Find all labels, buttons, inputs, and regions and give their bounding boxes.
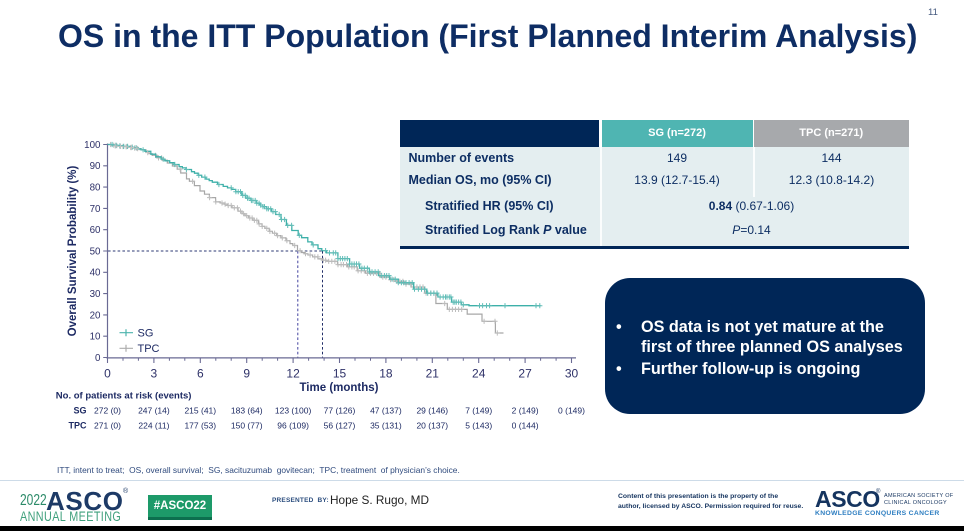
svg-text:5 (143): 5 (143) — [465, 421, 492, 431]
svg-text:10: 10 — [90, 332, 101, 343]
svg-text:21: 21 — [426, 367, 440, 381]
svg-text:40: 40 — [90, 268, 101, 279]
svg-text:No. of patients at risk (event: No. of patients at risk (events) — [56, 391, 192, 402]
svg-text:18: 18 — [379, 367, 393, 381]
svg-text:70: 70 — [90, 204, 101, 215]
svg-text:0 (149): 0 (149) — [558, 406, 585, 416]
svg-text:9: 9 — [243, 367, 250, 381]
svg-text:96 (109): 96 (109) — [277, 421, 309, 431]
svg-text:80: 80 — [90, 183, 101, 194]
svg-text:20 (137): 20 (137) — [416, 421, 448, 431]
svg-text:30: 30 — [565, 367, 579, 381]
svg-text:183 (64): 183 (64) — [231, 406, 263, 416]
svg-text:0 (144): 0 (144) — [512, 421, 539, 431]
svg-text:47 (137): 47 (137) — [370, 406, 402, 416]
svg-text:24: 24 — [472, 367, 486, 381]
svg-text:29 (146): 29 (146) — [416, 406, 448, 416]
svg-text:6: 6 — [197, 367, 204, 381]
svg-text:15: 15 — [333, 367, 347, 381]
svg-text:TPC: TPC — [138, 343, 160, 355]
svg-text:177 (53): 177 (53) — [184, 421, 216, 431]
svg-text:90: 90 — [90, 161, 101, 172]
svg-text:TPC: TPC — [69, 421, 88, 431]
svg-text:150 (77): 150 (77) — [231, 421, 263, 431]
svg-text:77 (126): 77 (126) — [324, 406, 356, 416]
svg-text:20: 20 — [90, 310, 101, 321]
svg-text:60: 60 — [90, 225, 101, 236]
svg-text:247 (14): 247 (14) — [138, 406, 170, 416]
svg-text:SG: SG — [73, 406, 86, 416]
svg-text:224 (11): 224 (11) — [138, 421, 169, 431]
svg-text:100: 100 — [84, 140, 101, 151]
svg-text:0: 0 — [95, 353, 101, 364]
svg-text:50: 50 — [90, 246, 101, 257]
svg-text:27: 27 — [518, 367, 532, 381]
svg-text:2 (149): 2 (149) — [512, 406, 539, 416]
svg-text:Time (months): Time (months) — [299, 382, 378, 394]
svg-text:SG: SG — [138, 327, 154, 339]
svg-text:0: 0 — [104, 367, 111, 381]
svg-text:272 (0): 272 (0) — [94, 406, 121, 416]
svg-text:7 (149): 7 (149) — [465, 406, 492, 416]
svg-text:56 (127): 56 (127) — [324, 421, 356, 431]
svg-text:3: 3 — [151, 367, 158, 381]
svg-text:215 (41): 215 (41) — [184, 406, 216, 416]
svg-text:35 (131): 35 (131) — [370, 421, 402, 431]
svg-text:123 (100): 123 (100) — [275, 406, 312, 416]
svg-text:271 (0): 271 (0) — [94, 421, 121, 431]
svg-text:12: 12 — [286, 367, 300, 381]
svg-text:30: 30 — [90, 289, 101, 300]
svg-text:Overall Survival Probability (: Overall Survival Probability (%) — [67, 166, 79, 337]
